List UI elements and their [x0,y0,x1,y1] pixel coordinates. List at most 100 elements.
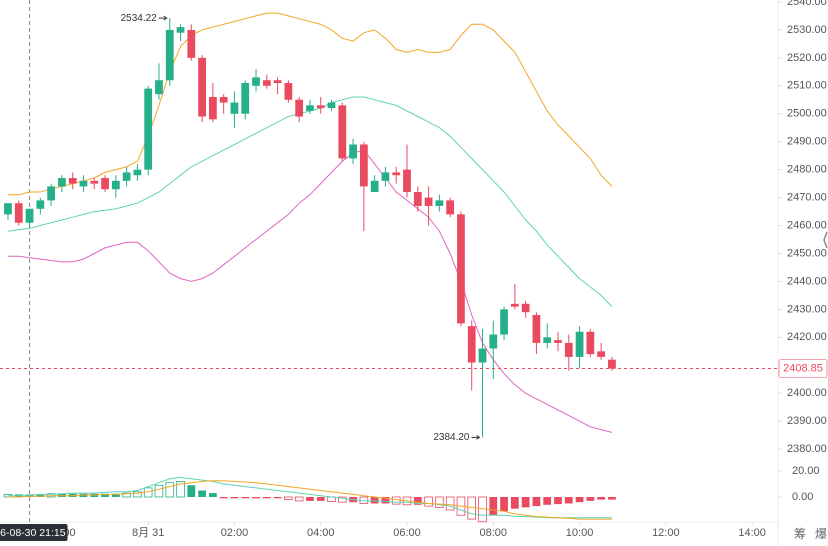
x-tick-label: 10:00 [566,527,594,539]
macd-bar [381,496,390,504]
corner-button[interactable]: 爆 [815,527,827,541]
annotation-label: 2534.22 [121,13,158,24]
x-tick-label: 02:00 [221,527,249,539]
macd-bar [597,496,606,500]
candle-body [359,144,368,187]
candle-body [532,314,541,343]
y-tick-label: 2530.00 [787,24,827,36]
macd-bar [510,496,519,509]
candle-body [597,351,606,357]
candle-body [187,29,196,58]
y-tick-label: 2450.00 [787,247,827,259]
candle-body [273,80,282,84]
x-tick-label: 8月 31 [132,527,164,539]
candle-body [209,96,217,120]
band-line [8,12,613,196]
candle-body [68,178,77,184]
macd-bar [230,496,239,499]
candle-body [586,331,595,355]
macd-bar [187,485,196,497]
candle-body [111,180,120,190]
macd-bar [122,492,131,498]
candle-body [90,180,99,184]
macd-bar [36,494,45,497]
macd-bar [413,496,422,505]
y-tick-label: 2420.00 [787,331,827,343]
candle-body [510,303,519,307]
macd-bar [219,496,228,499]
macd-bar [575,496,584,503]
candle-body [435,200,444,206]
candle-body [608,359,616,369]
y-tick-label: 2390.00 [787,415,827,427]
last-price-box [778,359,828,378]
y-tick-label: 2400.00 [787,387,827,399]
candle-body [403,169,411,193]
macd-bar [435,496,444,508]
band-line [8,149,613,433]
candle-body [381,172,390,181]
macd-bar [306,496,314,501]
band-line [7,96,613,307]
candle-body [122,172,131,181]
macd-line [8,476,612,519]
y-tick-label: 2380.00 [787,443,827,455]
candle-body [327,102,336,109]
candle-body [478,348,487,363]
macd-bar [25,494,34,497]
macd-bar [391,496,401,505]
macd-bar [165,482,175,498]
macd-bar [294,496,304,502]
x-tick-label: 06:00 [393,527,421,539]
y-tick-label: 2520.00 [787,52,827,64]
candle-body [144,88,153,170]
y-tick-label: 2440.00 [787,275,827,287]
macd-bar [338,496,347,503]
macd-bar [586,496,595,501]
indicator-y-tick-label: 20.00 [792,465,820,477]
candle-body [575,331,584,357]
candle-body [349,144,357,159]
macd-bar [445,496,455,511]
candle-body [176,27,185,33]
candle-body [521,303,530,313]
candle-body [165,29,174,81]
annotation-arrowhead [476,434,481,440]
candle-body [457,214,465,324]
candle-body [133,169,142,176]
macd-bar [500,496,508,512]
y-tick-label: 2480.00 [787,164,827,176]
x-tick-label: 08:00 [480,527,508,539]
macd-bar [489,496,498,516]
last-price-label: 2408.85 [783,362,823,374]
candle-body [47,186,56,201]
macd-bar [564,496,573,504]
candle-body [554,340,562,343]
macd-bar [209,493,217,497]
macd-bar [532,496,541,507]
candle-body [79,180,88,187]
candle-body [338,105,347,159]
candle-body [252,77,260,86]
collapse-handle[interactable] [823,231,828,249]
macd-bar [198,490,206,497]
candle-body [25,208,34,223]
x-tick-label: 04:00 [307,527,335,539]
crosshair-box [0,524,68,541]
annotation-arrowhead [163,15,168,21]
corner-button[interactable]: 筹 [794,527,806,541]
macd-bar [284,496,293,500]
candle-body [413,192,422,206]
candle-body [489,334,498,349]
macd-bar [608,496,616,500]
macd-bar [554,496,562,505]
candle-body [424,197,433,206]
candle-body [198,57,206,117]
candle-body [467,326,476,363]
y-tick-label: 2470.00 [787,192,827,204]
candle-body [306,105,314,111]
candle-body [101,178,109,190]
y-tick-label: 2430.00 [787,303,827,315]
macd-bar [133,491,142,498]
x-tick-label: 14:00 [738,527,766,539]
